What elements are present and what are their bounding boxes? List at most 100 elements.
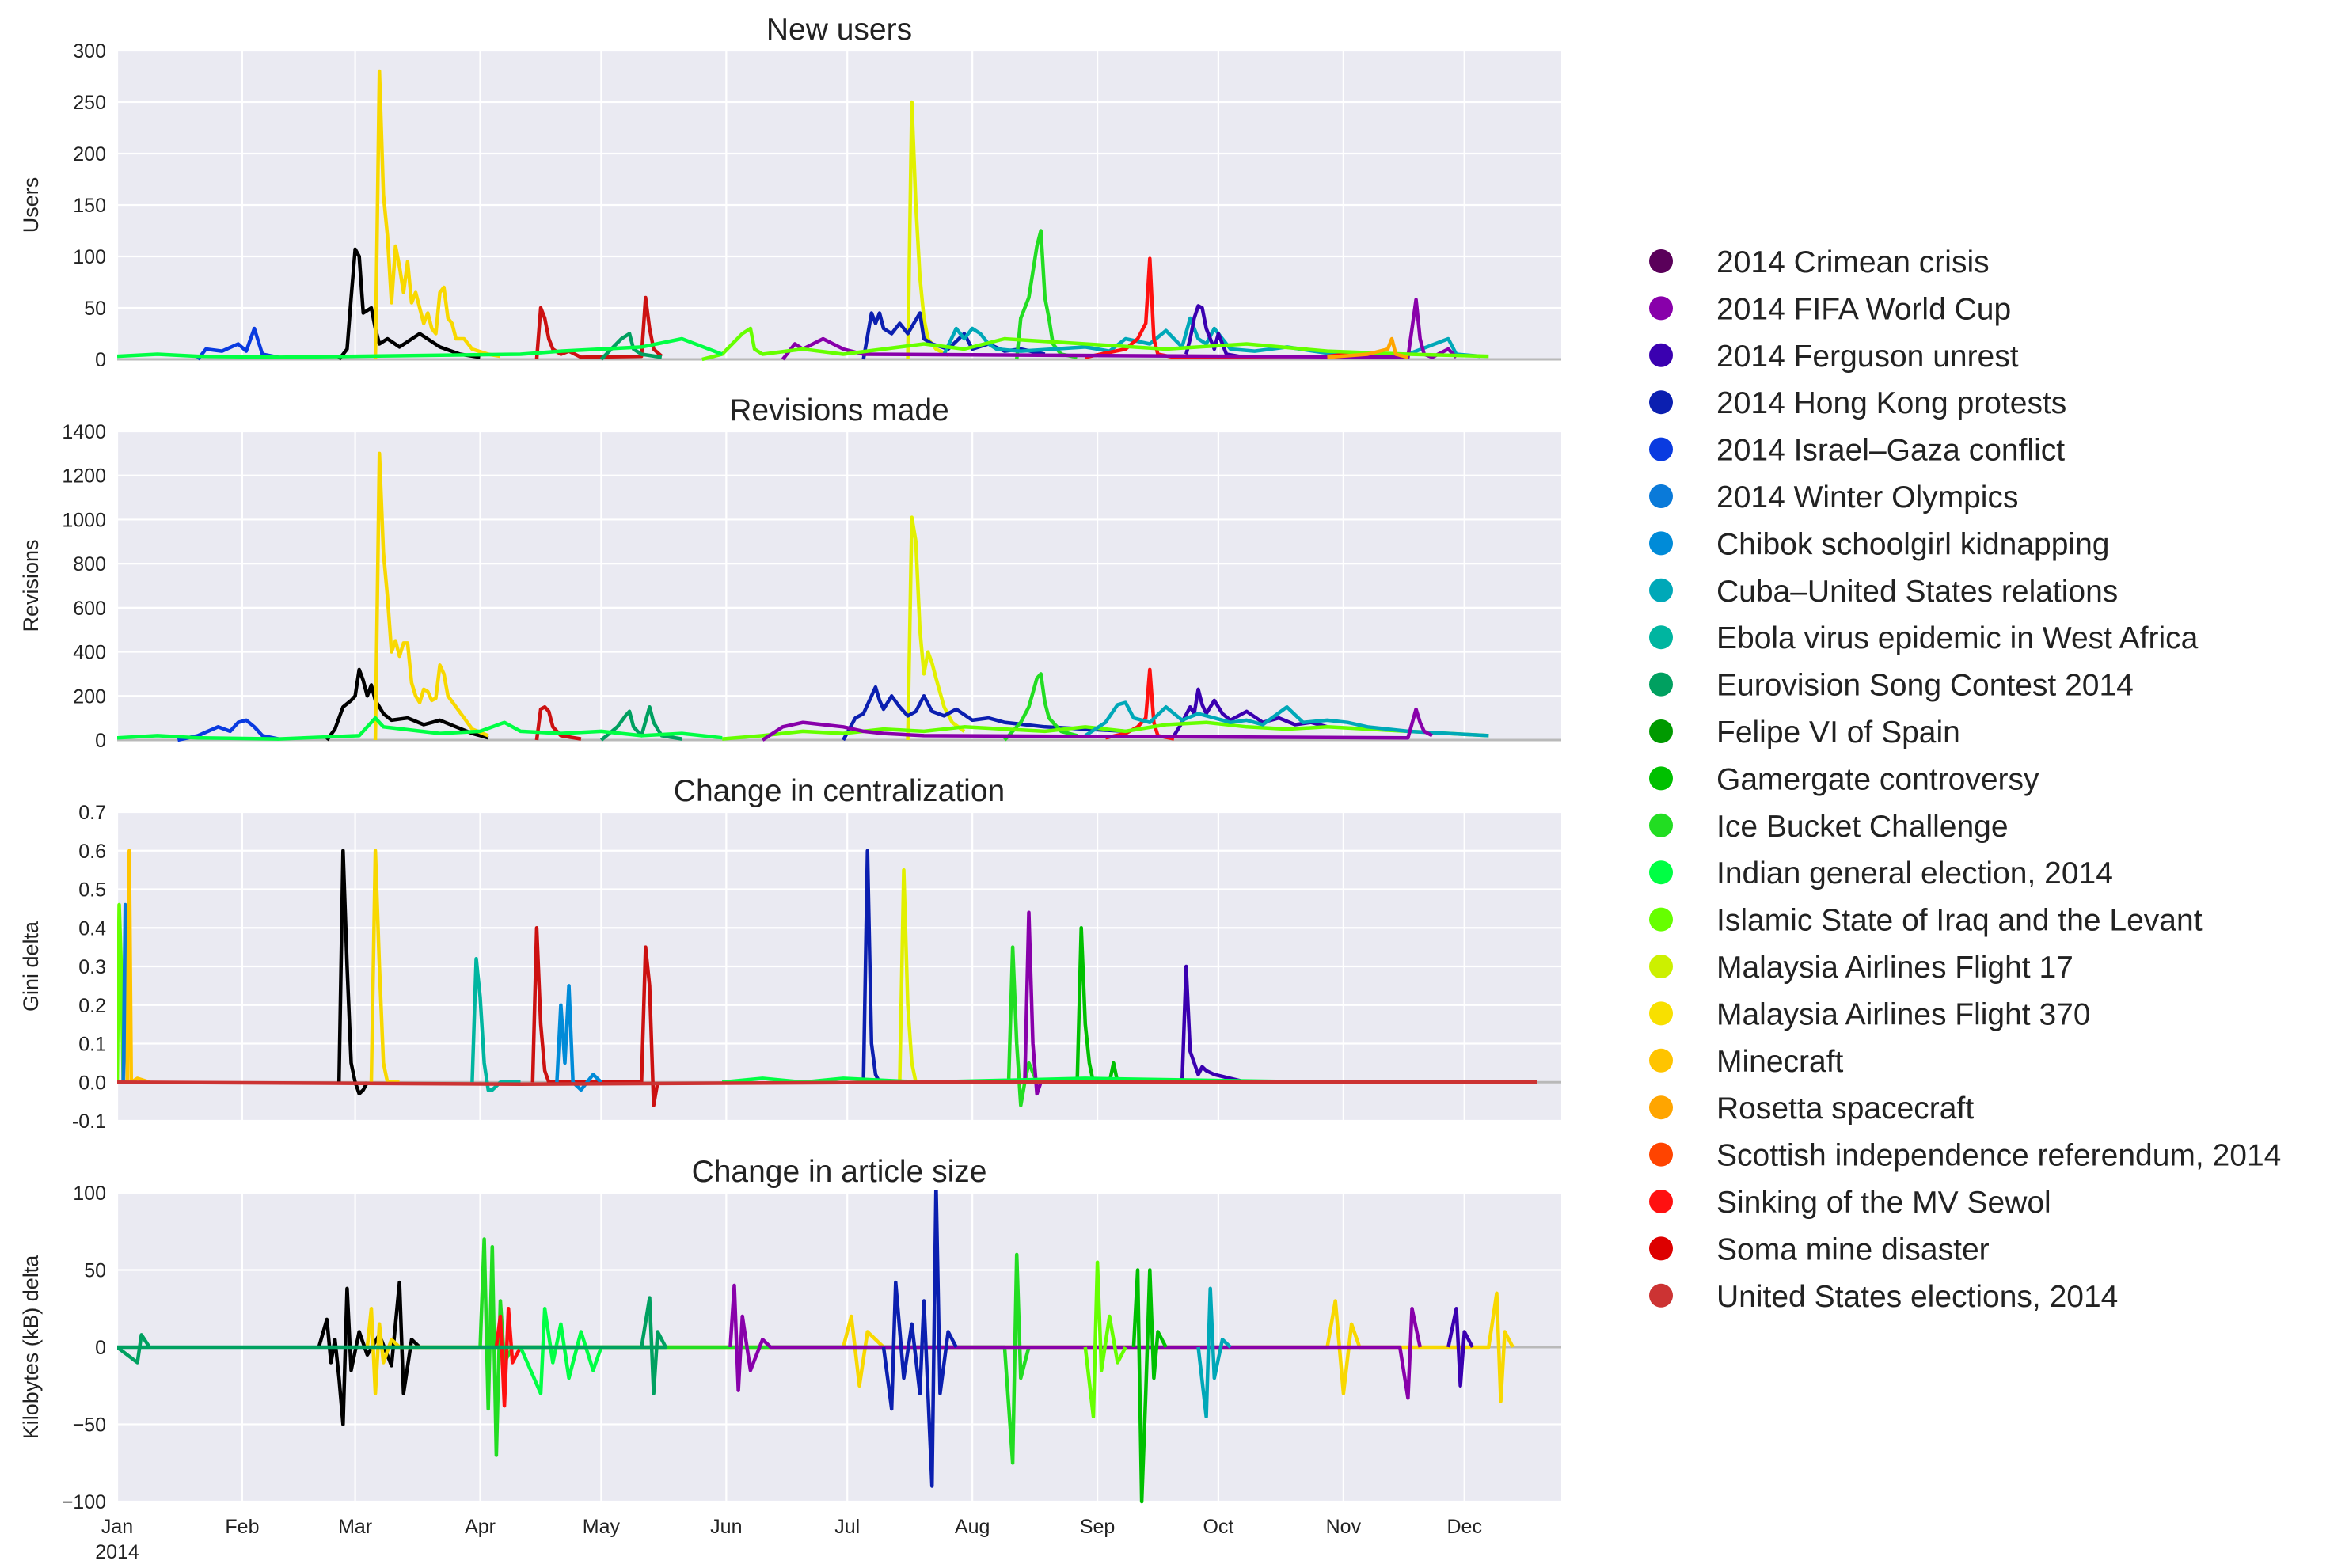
legend-marker [1649,625,1673,650]
panel-revisions-made: 0 200 400 600 800 1000 1200 1400 Revisions made R… [19,393,1561,752]
legend-label: Malaysia Airlines Flight 370 [1716,997,2091,1031]
y-tick-label: 0 [95,730,106,752]
legend-item: 2014 Crimean crisis [1649,245,1990,279]
y-tick-label: 0.5 [78,879,106,902]
x-tick-label: Apr [465,1516,496,1538]
y-tick-label: 0.3 [78,956,106,978]
legend-marker [1649,955,1673,978]
series-line-2014-ferguson-unrest [1180,964,1248,1084]
series-line-2014-crimean-crisis [336,849,369,1096]
legend-item: 2014 Israel–Gaza conflict [1649,434,2065,468]
y-axis-label: Users [19,177,43,233]
legend-item: Eurovision Song Contest 2014 [1649,669,2134,703]
x-axis: Jan Feb Mar Apr May Jun Jul Aug Sep Oct Nov Dec 2014 [95,1516,1482,1563]
legend-marker [1649,907,1673,932]
legend-label: 2014 Winter Olympics [1716,480,2018,514]
x-tick-label: Jun [710,1516,742,1538]
y-tick-label: 600 [73,598,106,620]
y-tick-label: 0 [95,1337,106,1359]
series-line-malaysia-airlines-flight-17 [906,515,966,741]
series-line-sinking-of-the-mv-sewol [494,1307,523,1408]
y-tick-label: 0.1 [78,1034,106,1056]
series-line-ice-bucket-challenge [1003,672,1078,742]
legend-label: 2014 Hong Kong protests [1716,386,2066,420]
x-tick-label: Oct [1203,1516,1233,1538]
series-line-gamergate-controversy [1075,926,1119,1084]
legend-label: Eurovision Song Contest 2014 [1716,669,2134,703]
series-line-islamic-state-of-iraq-and-the-levant [722,720,1489,741]
chart-panels: 0 50 100 150 200 250 300 New users Users 0 200 400 6… [19,13,1561,1513]
x-year-label: 2014 [95,1541,139,1563]
legend-marker [1649,1095,1673,1120]
y-tick-label: 300 [73,40,106,63]
series-line-chibok-schoolgirl-kidnapping [555,984,602,1092]
y-tick-label: −100 [62,1491,106,1513]
y-tick-label: 200 [73,143,106,165]
series-line-malaysia-airlines-flight-17 [906,100,949,360]
series-line-cuba-united-states-relations [1084,700,1489,738]
series-line-2014-ferguson-unrest [1172,687,1328,737]
x-tick-label: Aug [955,1516,990,1538]
series-line-united-states-elections-2014 [117,1080,1537,1086]
legend-marker [1649,1048,1673,1073]
panel-title: Change in article size [692,1155,987,1189]
y-tick-label: 1400 [62,421,106,443]
y-tick-label: 0.0 [78,1072,106,1094]
x-tick-label: Jul [834,1516,860,1538]
panel-title: New users [766,13,912,47]
legend-label: Sinking of the MV Sewol [1716,1186,2051,1220]
legend-label: Felipe VI of Spain [1716,716,1960,750]
legend-item: 2014 Hong Kong protests [1649,386,2066,420]
legend-marker [1649,296,1673,321]
legend: 2014 Crimean crisis 2014 FIFA World Cup 20… [1649,245,2281,1314]
legend-marker [1649,1142,1673,1167]
y-tick-label: 0.6 [78,841,106,863]
legend-label: Indian general election, 2014 [1716,856,2113,890]
legend-marker [1649,672,1673,697]
series-group [117,451,1489,742]
legend-marker [1649,860,1673,885]
series-line-2014-fifa-world-cup [728,1283,1422,1400]
legend-marker [1649,578,1673,602]
series-line-ice-bucket-challenge [1006,945,1039,1107]
panel-title: Change in centralization [674,774,1005,808]
legend-label: Ice Bucket Challenge [1716,810,2009,844]
legend-label: 2014 FIFA World Cup [1716,292,2011,326]
legend-item: Gamergate controversy [1649,762,2039,796]
series-line-islamic-state-of-iraq-and-the-levant [701,326,1489,362]
legend-label: Rosetta spacecraft [1716,1092,1974,1126]
series-line-eurovision-song-contest-2014 [117,1296,668,1395]
y-tick-label: -0.1 [72,1111,106,1133]
series-line-malaysia-airlines-flight-370 [373,69,501,360]
series-group [117,69,1489,362]
legend-marker [1649,249,1673,273]
legend-item: United States elections, 2014 [1649,1280,2118,1314]
y-tick-label: 0.7 [78,802,106,824]
y-tick-label: 400 [73,642,106,664]
y-tick-label: 0.4 [78,917,106,940]
series-line-soma-mine-disaster [534,704,582,741]
series-line-2014-hong-kong-protests [842,685,1126,742]
legend-item: Sinking of the MV Sewol [1649,1186,2051,1220]
legend-marker [1649,484,1673,508]
legend-item: 2014 Ferguson unrest [1649,340,2019,374]
series-line-2014-fifa-world-cup [761,707,1434,742]
x-tick-label: Jan [101,1516,133,1538]
series-line-malaysia-airlines-flight-370 [373,451,489,741]
legend-item: Rosetta spacecraft [1649,1092,1974,1126]
series-line-2014-crimean-crisis [325,667,489,742]
y-tick-label: 200 [73,685,106,708]
y-tick-label: 0 [95,349,106,371]
series-line-2014-hong-kong-protests [881,1190,958,1488]
legend-item: Cuba–United States relations [1649,575,2118,609]
y-tick-label: 100 [73,246,106,268]
panel-new-users: 0 50 100 150 200 250 300 New users Users [19,13,1561,371]
y-tick-label: 50 [84,1260,106,1282]
series-line-ice-bucket-challenge [478,1237,1031,1465]
legend-label: United States elections, 2014 [1716,1280,2118,1314]
series-line-2014-israel-gaza-conflict [177,718,279,742]
y-tick-label: 50 [84,298,106,320]
legend-item: Felipe VI of Spain [1649,716,1960,750]
legend-label: 2014 Crimean crisis [1716,245,1990,279]
